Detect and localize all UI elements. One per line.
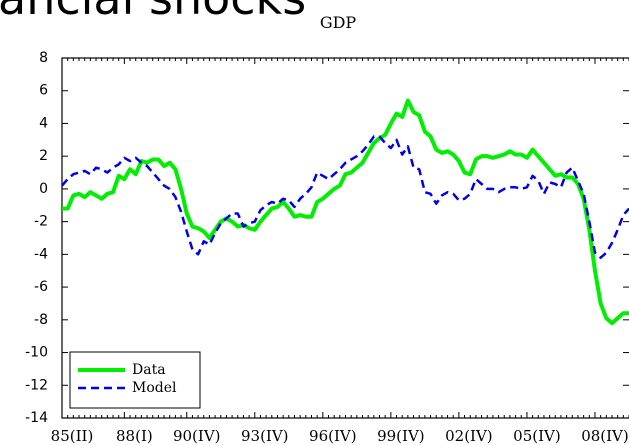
x-ticks [61,58,629,418]
y-tick-label: 4 [39,115,48,131]
chart-title: ancial shocks [0,0,306,25]
y-tick-label: -8 [34,312,48,328]
y-tick-label: -2 [34,214,48,230]
y-tick-label: -6 [34,279,48,295]
y-tick-label: -10 [25,345,48,361]
x-tick-label: 08(IV) [581,427,629,445]
x-tick-label: 93(IV) [241,427,289,445]
y-tick-label: -4 [34,246,48,262]
legend-label: Data [132,362,166,378]
legend-box [69,351,201,409]
legend-label: Model [132,380,177,396]
chart-subtitle: GDP [320,13,357,32]
y-tick-label: -12 [25,377,48,393]
x-tick-label: 02(IV) [445,427,493,445]
x-tick-label: 90(IV) [173,427,221,445]
y-tick-label: -14 [25,410,48,426]
y-tick-label: 6 [39,83,48,99]
x-tick-label: 99(IV) [377,427,425,445]
y-tick-label: 0 [39,181,48,197]
plot-frame [61,57,629,419]
x-tick-label: 88(I) [116,427,153,445]
y-tick-label: 2 [39,148,48,164]
series-line [61,135,629,259]
x-tick-label: 96(IV) [309,427,357,445]
x-tick-label: 05(IV) [513,427,561,445]
y-tick-label: 8 [39,50,48,66]
series-line [62,98,629,326]
x-tick-label: 85(II) [51,427,94,445]
legend: Data Model [69,351,201,409]
